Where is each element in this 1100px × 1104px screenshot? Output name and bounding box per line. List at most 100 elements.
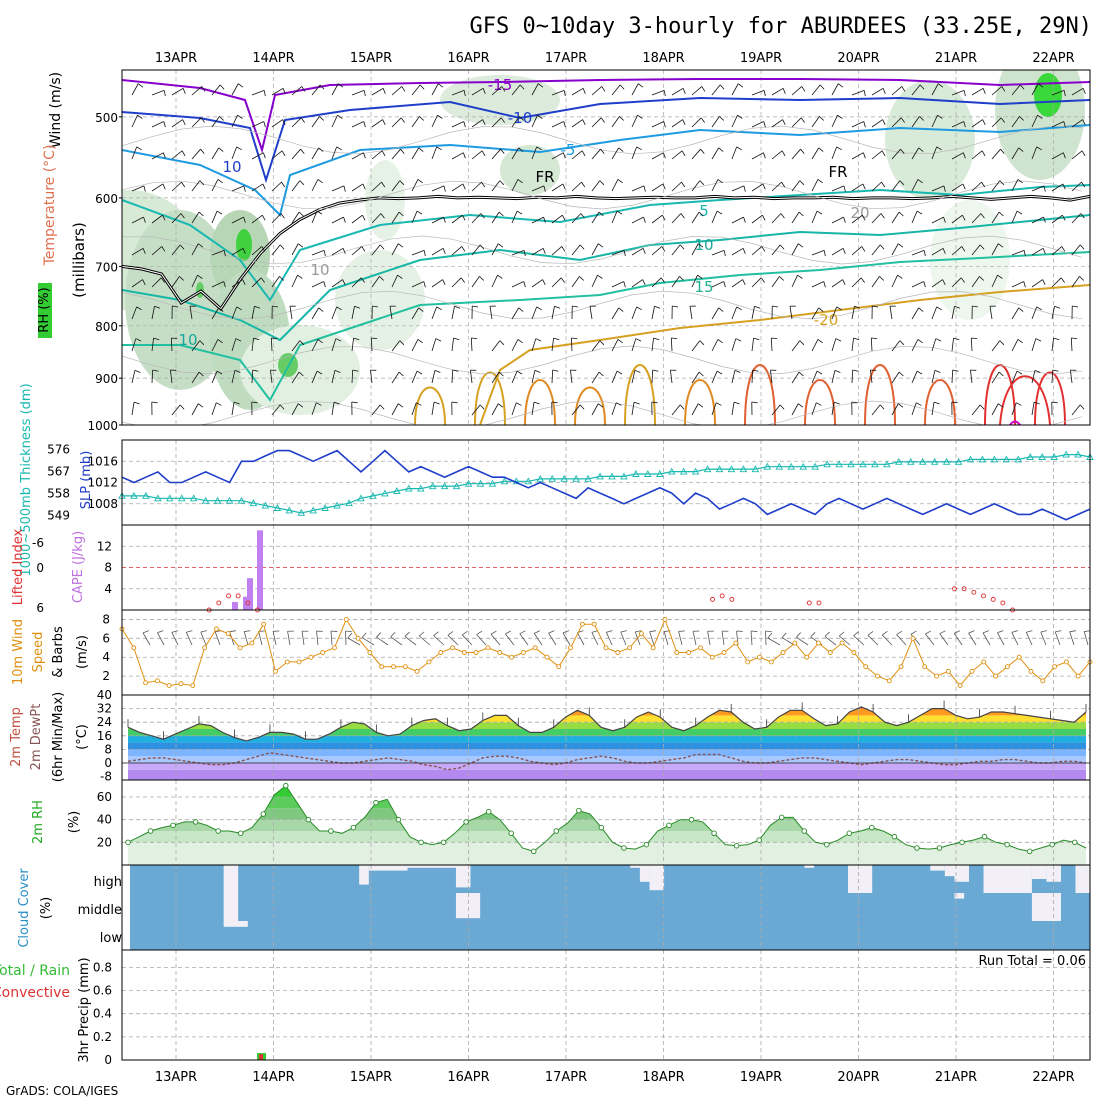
date-tick-bottom: 18APR xyxy=(642,1070,684,1085)
cloud-clear-segment xyxy=(224,921,248,927)
rh2m-label: 2m RH xyxy=(31,800,46,844)
cloud-clear-segment xyxy=(369,865,408,871)
precip-tick-label: 0.2 xyxy=(93,1030,112,1044)
wind-speed-point xyxy=(604,646,608,650)
cloud-clear-segment xyxy=(1032,893,1061,921)
wind-speed-point xyxy=(651,646,655,650)
rh-shade xyxy=(335,250,425,350)
wind-speed-point xyxy=(439,651,443,655)
cloud-clear-segment xyxy=(359,865,369,885)
date-tick-top: 19APR xyxy=(740,51,782,66)
rh-point xyxy=(734,843,739,848)
rh-point xyxy=(847,831,852,836)
cloud-clear-segment xyxy=(930,865,945,871)
rh-point xyxy=(554,829,559,834)
wind-speed-point xyxy=(1064,660,1068,664)
rh-point xyxy=(419,840,424,845)
thickness-tick-label: 576 xyxy=(47,443,70,457)
rh-point xyxy=(937,846,942,851)
date-tick-top: 13APR xyxy=(155,51,197,66)
rh-point xyxy=(892,834,897,839)
rh-point xyxy=(960,840,965,845)
rh-point xyxy=(531,849,536,854)
rh-shade-high xyxy=(1034,73,1062,117)
wind-speed-point xyxy=(486,646,490,650)
rh-point xyxy=(216,829,221,834)
date-tick-bottom: 19APR xyxy=(740,1070,782,1085)
rh-point xyxy=(712,831,717,836)
rh-point xyxy=(667,823,672,828)
cloud-clear-segment xyxy=(456,893,480,918)
cloud-clear-segment xyxy=(1032,865,1047,879)
wind-speed-point xyxy=(262,622,266,626)
pressure-tick-label: 900 xyxy=(95,372,118,386)
precip-convective-bar xyxy=(259,1054,263,1060)
rh-point xyxy=(171,823,176,828)
precip-convective-label: Convective xyxy=(0,985,70,1001)
wind-speed-point xyxy=(462,651,466,655)
cloud-layer-label: high xyxy=(94,875,122,890)
wind-speed-point xyxy=(722,651,726,655)
wind-speed-point xyxy=(498,651,502,655)
rh-point xyxy=(577,808,582,813)
chart-title: GFS 0~10day 3-hourly for ABURDEES (33.25… xyxy=(469,14,1092,39)
wind10m-label-2: Speed xyxy=(31,632,46,673)
precip-tick-label: 0.8 xyxy=(93,960,112,974)
rh-point xyxy=(374,800,379,805)
cloud-axis-label: Cloud Cover xyxy=(17,868,32,948)
rh-point xyxy=(1027,849,1032,854)
rh-point xyxy=(622,846,627,851)
wind-tick-label: 2 xyxy=(102,669,110,683)
wind-speed-point xyxy=(628,646,632,650)
rh-point xyxy=(486,809,491,814)
contour-label: FR xyxy=(535,168,554,186)
rh-point xyxy=(351,825,356,830)
thickness-tick-label: 567 xyxy=(47,465,70,479)
date-tick-top: 15APR xyxy=(350,51,392,66)
li-tick-label: -6 xyxy=(32,536,44,550)
wind-speed-point xyxy=(321,651,325,655)
millibars-axis-label: (millibars) xyxy=(70,222,88,298)
footer-credit: GrADS: COLA/IGES xyxy=(6,1084,118,1098)
date-tick-top: 14APR xyxy=(252,51,294,66)
pressure-tick-label: 700 xyxy=(95,260,118,274)
contour-label: -5 xyxy=(561,141,576,159)
contour-label: FR xyxy=(828,163,847,181)
rh-point xyxy=(870,825,875,830)
wind-speed-point xyxy=(698,646,702,650)
temp-tick-label: 24 xyxy=(97,715,112,729)
temp-tick-label: 40 xyxy=(97,688,112,702)
wind-speed-point xyxy=(344,617,348,621)
cape-bar xyxy=(232,602,238,610)
wind-speed-point xyxy=(687,651,691,655)
temp-tick-label: 8 xyxy=(104,742,112,756)
temp-band xyxy=(122,736,1090,743)
wind-speed-point xyxy=(144,681,148,685)
rh-point xyxy=(148,829,153,834)
wind-speed-point xyxy=(380,665,384,669)
wind-speed-point xyxy=(970,669,974,673)
wind-speed-point xyxy=(769,660,773,664)
rh-axis-label: RH (%) xyxy=(37,287,52,332)
date-tick-top: 18APR xyxy=(642,51,684,66)
wind-barb-flag xyxy=(331,631,337,632)
precip-tick-label: 0.4 xyxy=(93,1007,112,1021)
wind-speed-point xyxy=(297,660,301,664)
temp-band xyxy=(122,770,1090,780)
wind-speed-point xyxy=(887,679,891,683)
cloud-axis-unit: (%) xyxy=(39,897,54,920)
date-tick-top: 17APR xyxy=(545,51,587,66)
wind-speed-point xyxy=(179,682,183,686)
temp-band xyxy=(122,763,1090,770)
wind10m-label-4: (m/s) xyxy=(75,635,90,669)
wind-speed-point xyxy=(781,651,785,655)
wind-speed-point xyxy=(356,636,360,640)
date-tick-bottom: 17APR xyxy=(545,1070,587,1085)
contour-label: 20 xyxy=(850,204,869,222)
contour-label: -20 xyxy=(814,311,839,329)
wind-speed-point xyxy=(474,651,478,655)
wind-speed-point xyxy=(852,651,856,655)
date-tick-bottom: 15APR xyxy=(350,1070,392,1085)
wind10m-label-1: 10m Wind xyxy=(11,619,26,685)
rh-point xyxy=(1050,842,1055,847)
